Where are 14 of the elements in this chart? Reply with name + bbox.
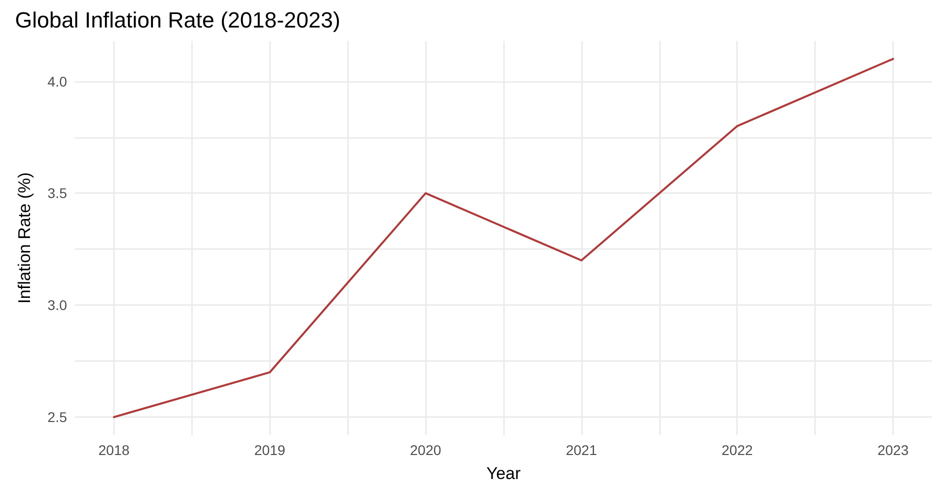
- x-tick-label: 2021: [566, 442, 598, 458]
- x-tick-label: 2022: [722, 442, 754, 458]
- x-tick-label: 2023: [877, 442, 909, 458]
- x-tick-label: 2020: [410, 442, 442, 458]
- y-tick-label: 2.5: [48, 409, 68, 426]
- x-tick-label: 2019: [254, 442, 286, 458]
- line-series: [112, 58, 894, 418]
- y-tick-label: 3.0: [48, 297, 68, 314]
- y-axis-title: Inflation Rate (%): [15, 172, 34, 304]
- x-tick-label: 2018: [98, 442, 130, 458]
- y-tick-label: 3.5: [48, 185, 68, 202]
- x-axis-title: Year: [486, 464, 522, 483]
- chart-title: Global Inflation Rate (2018-2023): [15, 8, 340, 32]
- y-tick-label: 4.0: [48, 73, 68, 90]
